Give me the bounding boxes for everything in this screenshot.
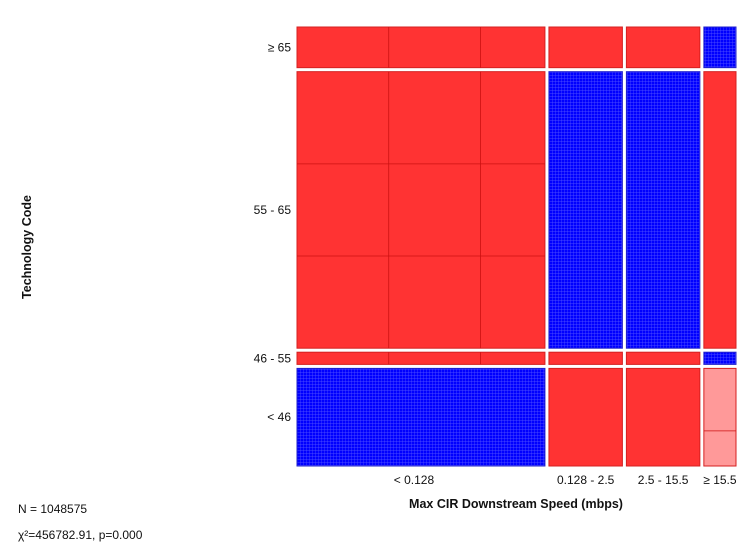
mosaic-tile-2-2 [625,351,701,365]
sample-size: N = 1048575 [18,502,88,516]
mosaic-tile-0-2 [625,26,701,69]
mosaic-tile-2-0 [296,351,546,365]
mosaic-tile-1-2 [625,71,701,349]
mosaic-tile-2-3 [703,351,737,365]
mosaic-tile-2-1 [548,351,623,365]
mosaic-tile-0-1 [548,26,623,69]
mosaic-tile-3-3 [703,367,737,467]
y-tick-label: ≥ 65 [268,40,292,54]
mosaic-tile-3-0 [296,367,546,467]
mosaic-tile-1-1 [548,71,623,349]
mosaic-tile-3-2 [625,367,701,467]
x-axis-label: Max CIR Downstream Speed (mbps) [409,497,623,511]
mosaic-tile-0-3 [703,26,737,69]
mosaic-tile-1-0 [296,71,546,349]
mosaic-tile-0-0 [296,26,546,69]
y-tick-labels: ≥ 65 55 - 65 46 - 55 < 46 [254,40,292,424]
y-tick-label: 46 - 55 [254,351,292,365]
x-tick-label: ≥ 15.5 [703,473,737,487]
mosaic-tile-3-1 [548,367,623,467]
x-tick-labels: < 0.128 0.128 - 2.5 2.5 - 15.5 ≥ 15.5 [394,473,737,487]
x-tick-label: < 0.128 [394,473,435,487]
y-tick-label: 55 - 65 [254,203,292,217]
chi-square-stat: χ²=456782.91, p=0.000 [18,528,143,542]
x-tick-label: 2.5 - 15.5 [638,473,689,487]
mosaic-tile-1-3 [703,71,737,349]
x-tick-label: 0.128 - 2.5 [557,473,615,487]
mosaic-tiles [296,26,737,467]
y-axis-label: Technology Code [20,195,34,299]
y-tick-label: < 46 [267,410,291,424]
